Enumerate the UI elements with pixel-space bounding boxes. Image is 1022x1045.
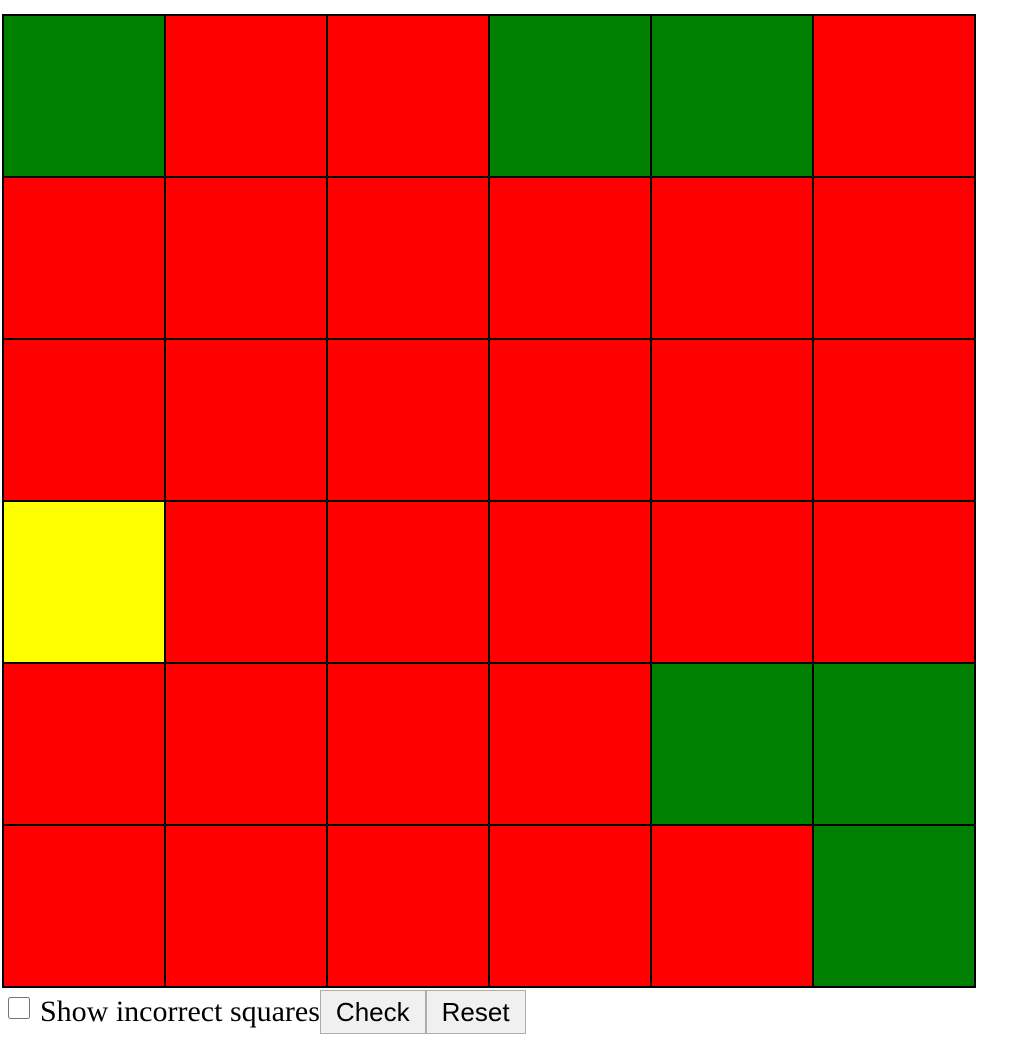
board-cell-r3-c4[interactable]: [488, 338, 650, 500]
board-cell-r4-c6[interactable]: [812, 500, 974, 662]
board-cell-r2-c3[interactable]: [326, 176, 488, 338]
show-incorrect-checkbox[interactable]: [8, 997, 30, 1019]
board-cell-r2-c6[interactable]: [812, 176, 974, 338]
board-cell-r1-c4[interactable]: [488, 14, 650, 176]
show-incorrect-option[interactable]: Show incorrect squares: [2, 995, 320, 1029]
board-cell-r1-c2[interactable]: [164, 14, 326, 176]
board-cell-r4-c1[interactable]: [2, 500, 164, 662]
board-cell-r2-c5[interactable]: [650, 176, 812, 338]
board-cell-r5-c2[interactable]: [164, 662, 326, 824]
board-cell-r3-c5[interactable]: [650, 338, 812, 500]
show-incorrect-label: Show incorrect squares: [40, 995, 320, 1028]
board-cell-r6-c1[interactable]: [2, 824, 164, 986]
board-cell-r2-c4[interactable]: [488, 176, 650, 338]
board-cell-r1-c1[interactable]: [2, 14, 164, 176]
board-cell-r3-c1[interactable]: [2, 338, 164, 500]
controls-bar: Show incorrect squares Check Reset: [2, 990, 526, 1034]
board-cell-r5-c3[interactable]: [326, 662, 488, 824]
board-cell-r5-c5[interactable]: [650, 662, 812, 824]
check-button[interactable]: Check: [319, 990, 426, 1034]
board-cell-r6-c4[interactable]: [488, 824, 650, 986]
board-cell-r4-c3[interactable]: [326, 500, 488, 662]
board-cell-r3-c3[interactable]: [326, 338, 488, 500]
board-cell-r5-c1[interactable]: [2, 662, 164, 824]
board-cell-r1-c3[interactable]: [326, 14, 488, 176]
board-cell-r4-c2[interactable]: [164, 500, 326, 662]
board-cell-r5-c6[interactable]: [812, 662, 974, 824]
reset-button[interactable]: Reset: [425, 990, 526, 1034]
board-cell-r5-c4[interactable]: [488, 662, 650, 824]
board-cell-r2-c2[interactable]: [164, 176, 326, 338]
board-cell-r1-c6[interactable]: [812, 14, 974, 176]
board-cell-r6-c6[interactable]: [812, 824, 974, 986]
board-cell-r4-c5[interactable]: [650, 500, 812, 662]
board-cell-r6-c3[interactable]: [326, 824, 488, 986]
board-cell-r4-c4[interactable]: [488, 500, 650, 662]
board-cell-r3-c2[interactable]: [164, 338, 326, 500]
board-cell-r2-c1[interactable]: [2, 176, 164, 338]
board-cell-r6-c5[interactable]: [650, 824, 812, 986]
board-cell-r1-c5[interactable]: [650, 14, 812, 176]
game-board: [2, 14, 976, 988]
board-cell-r6-c2[interactable]: [164, 824, 326, 986]
board-cell-r3-c6[interactable]: [812, 338, 974, 500]
